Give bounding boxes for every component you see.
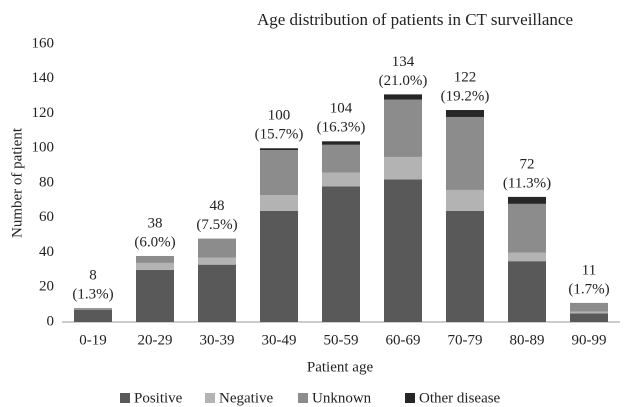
bar-segment	[508, 203, 546, 253]
bar-segment	[198, 257, 236, 265]
percent-label: (16.3%)	[317, 120, 366, 136]
bar-segment	[446, 189, 484, 211]
total-label: 8	[89, 268, 97, 284]
y-tick-label: 80	[39, 174, 54, 190]
y-tick-label: 20	[39, 279, 54, 295]
bar-segment	[384, 156, 422, 180]
bar-segment	[260, 210, 298, 322]
y-tick-label: 140	[32, 70, 55, 86]
x-tick-label: 60-69	[386, 332, 421, 348]
legend-swatch	[120, 393, 130, 403]
bar-segment	[198, 264, 236, 322]
legend-swatch	[405, 393, 415, 403]
bar-segment	[322, 141, 360, 145]
total-label: 72	[520, 156, 535, 172]
bar-segment	[384, 94, 422, 100]
percent-label: (19.2%)	[441, 88, 490, 104]
legend-swatch	[205, 393, 215, 403]
total-label: 100	[268, 108, 291, 124]
x-tick-label: 0-19	[79, 332, 107, 348]
percent-label: (1.7%)	[568, 281, 609, 297]
bar-segment	[446, 210, 484, 322]
x-tick-label: 50-59	[324, 332, 359, 348]
y-tick-label: 40	[39, 244, 54, 260]
bar-segment	[570, 311, 608, 314]
x-tick-label: 30-49	[262, 332, 297, 348]
bar-segment	[322, 172, 360, 187]
y-tick-label: 60	[39, 209, 54, 225]
y-tick-label: 160	[32, 35, 55, 51]
bar-segment	[260, 148, 298, 150]
total-label: 104	[330, 101, 353, 117]
total-label: 11	[582, 262, 596, 278]
bar-segment	[322, 144, 360, 173]
total-label: 48	[210, 198, 225, 214]
y-tick-label: 0	[47, 313, 55, 329]
y-tick-label: 120	[32, 105, 55, 121]
x-tick-label: 30-39	[200, 332, 235, 348]
y-tick-label: 100	[32, 140, 55, 156]
x-tick-label: 80-89	[510, 332, 545, 348]
total-label: 38	[148, 215, 163, 231]
bar-segment	[322, 186, 360, 322]
x-tick-label: 20-29	[138, 332, 173, 348]
bar-segment	[260, 195, 298, 211]
bar-segment	[136, 262, 174, 270]
legend-label: Other disease	[419, 390, 501, 406]
percent-label: (15.7%)	[255, 127, 304, 143]
bar-segment	[198, 238, 236, 258]
total-label: 134	[392, 54, 415, 70]
legend-label: Negative	[219, 390, 273, 406]
x-tick-label: 90-99	[572, 332, 607, 348]
total-label: 122	[454, 69, 477, 85]
bar-segment	[74, 308, 112, 310]
percent-label: (6.0%)	[134, 234, 175, 250]
legend-label: Unknown	[312, 390, 372, 406]
percent-label: (21.0%)	[379, 73, 428, 89]
bar-segment	[384, 179, 422, 322]
bar-segment	[446, 110, 484, 117]
bar-segment	[570, 302, 608, 312]
y-axis-label: Number of patient	[9, 127, 25, 238]
legend-label: Positive	[134, 390, 183, 406]
percent-label: (7.5%)	[196, 217, 237, 233]
bar-segment	[508, 261, 546, 322]
bar-segment	[74, 309, 112, 322]
x-tick-label: 70-79	[448, 332, 483, 348]
bar-segment	[384, 99, 422, 157]
chart-title: Age distribution of patients in CT surve…	[257, 10, 573, 29]
percent-label: (1.3%)	[72, 287, 113, 303]
bar-segment	[508, 252, 546, 262]
bar-segment	[446, 116, 484, 190]
legend-swatch	[298, 393, 308, 403]
bar-segment	[570, 313, 608, 322]
bar-segment	[260, 149, 298, 196]
x-axis-label: Patient age	[307, 359, 374, 375]
bar-segment	[508, 196, 546, 204]
percent-label: (11.3%)	[503, 175, 551, 191]
bar-segment	[136, 255, 174, 263]
bar-segment	[136, 269, 174, 322]
